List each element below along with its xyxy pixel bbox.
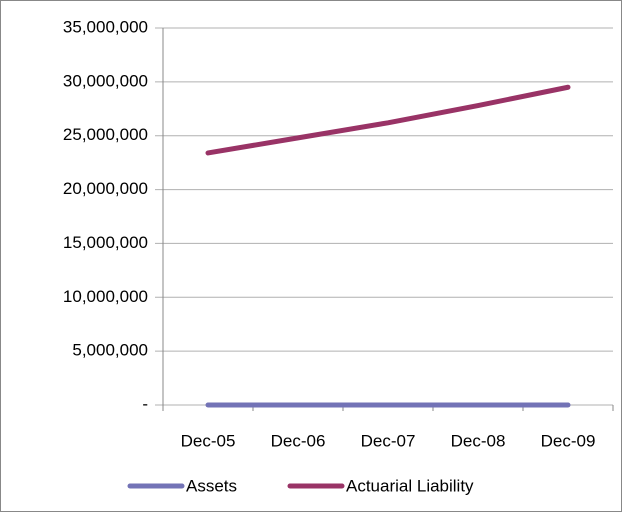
- y-tick-label: 10,000,000: [63, 287, 148, 306]
- legend-label: Actuarial Liability: [346, 476, 474, 495]
- y-tick-label: -: [142, 394, 148, 413]
- y-tick-label: 30,000,000: [63, 71, 148, 90]
- y-tick-label: 15,000,000: [63, 233, 148, 252]
- legend-label: Assets: [186, 476, 237, 495]
- x-tick-label: Dec-09: [541, 431, 596, 450]
- y-tick-label: 35,000,000: [63, 17, 148, 36]
- x-tick-label: Dec-06: [271, 431, 326, 450]
- x-tick-label: Dec-08: [451, 431, 506, 450]
- x-tick-label: Dec-05: [181, 431, 236, 450]
- y-tick-label: 5,000,000: [72, 341, 148, 360]
- y-tick-label: 20,000,000: [63, 179, 148, 198]
- series-line: [205, 84, 571, 156]
- x-tick-label: Dec-07: [361, 431, 416, 450]
- y-tick-label: 25,000,000: [63, 125, 148, 144]
